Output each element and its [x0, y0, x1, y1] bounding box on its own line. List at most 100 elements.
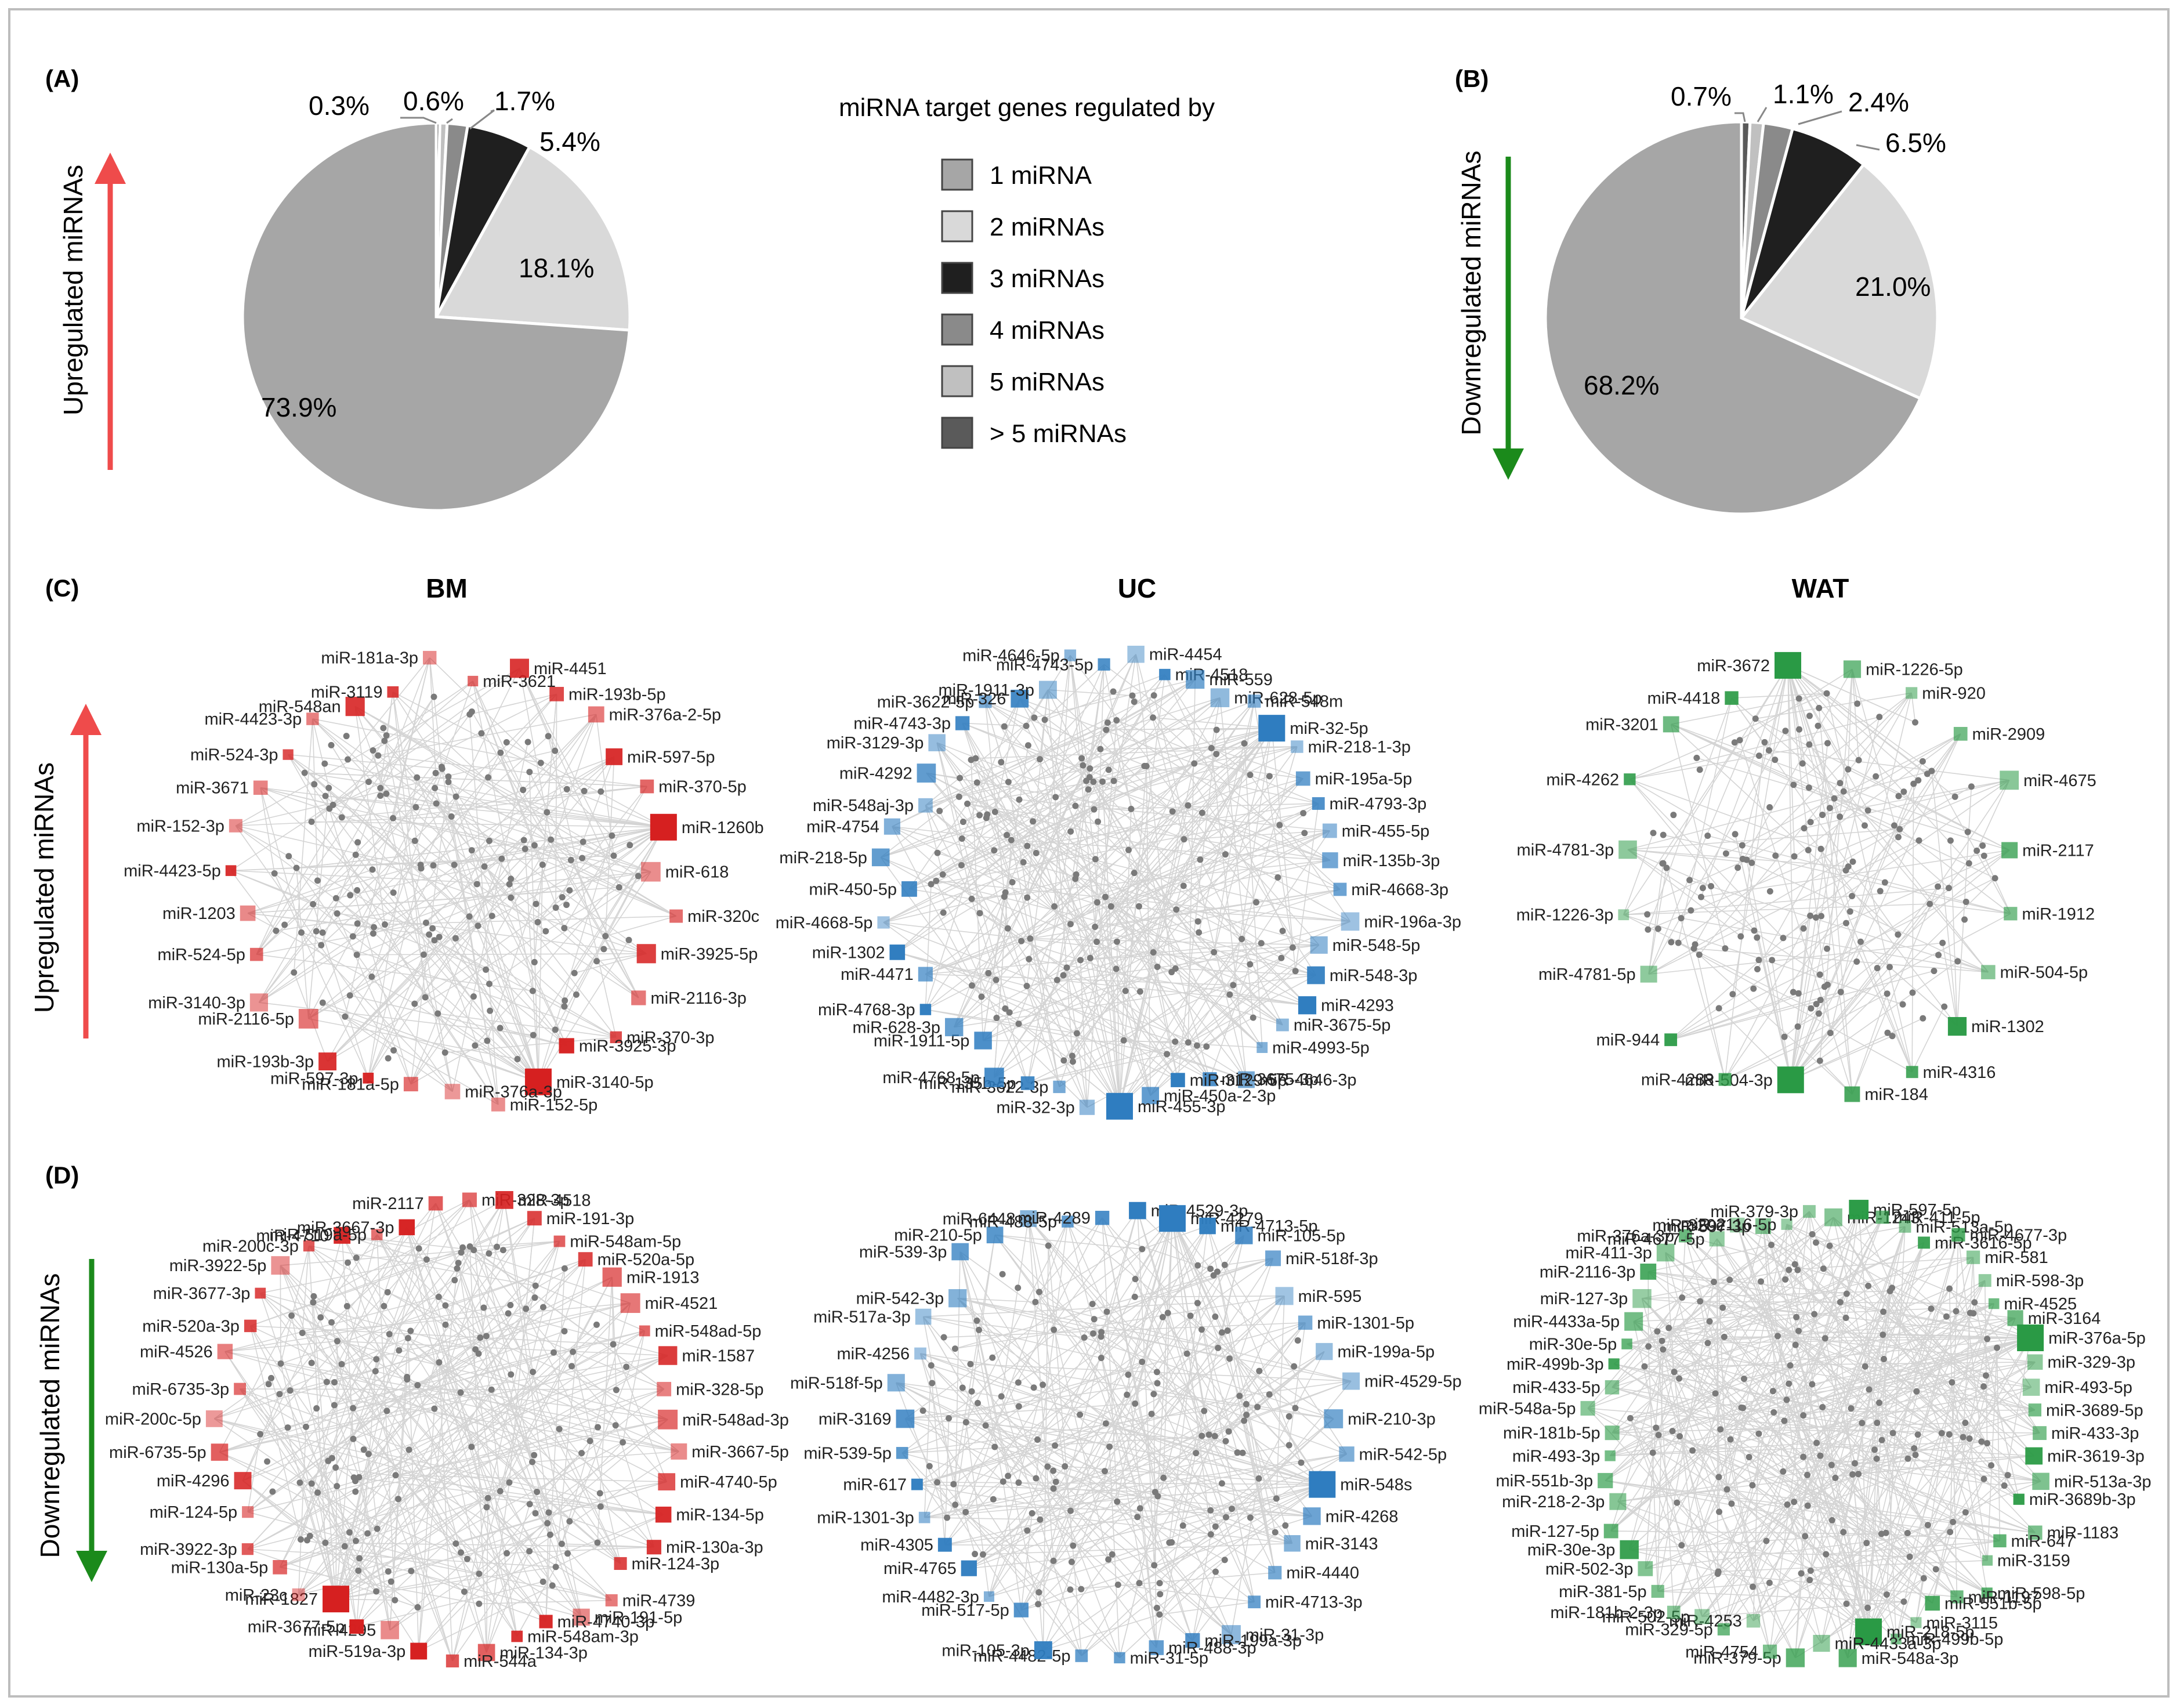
network-edge	[896, 1382, 1118, 1503]
network-edge	[461, 1240, 560, 1253]
mirna-node	[462, 1192, 477, 1207]
network-edge	[452, 1285, 536, 1662]
target-gene-node	[1837, 780, 1844, 787]
mirna-node	[363, 1072, 374, 1084]
network-edge	[1612, 1282, 1715, 1434]
network-edge	[300, 1234, 378, 1540]
target-gene-node	[1154, 963, 1161, 970]
network-edge	[1786, 1224, 1975, 1303]
network-edge	[925, 717, 1035, 806]
target-gene-node	[1716, 1508, 1723, 1515]
mirna-label: miR-381-5p	[1559, 1583, 1647, 1601]
network-edge	[1177, 729, 1217, 1080]
target-gene-node	[561, 1265, 568, 1272]
network-edge	[1627, 849, 1752, 863]
mirna-node	[1159, 668, 1171, 681]
mirna-node	[1730, 1217, 1745, 1233]
network-edge	[962, 723, 1013, 882]
target-gene-node	[1234, 1449, 1241, 1456]
mirna-node	[1849, 1200, 1869, 1220]
mirna-node	[1951, 1228, 1965, 1242]
mirna-node	[1034, 1641, 1052, 1659]
mirna-node	[446, 1654, 459, 1668]
network-edge	[984, 701, 1090, 778]
target-gene-node	[468, 708, 475, 715]
target-gene-node	[504, 1550, 510, 1557]
target-gene-node	[1663, 864, 1670, 871]
network-edge	[249, 1326, 357, 1541]
network-edge	[1629, 779, 1784, 939]
target-gene-node	[544, 1519, 551, 1526]
network-edge	[433, 827, 664, 866]
mirna-label: miR-193b-3p	[216, 1053, 314, 1072]
network-edge	[1250, 921, 1350, 965]
network-edge	[406, 1227, 480, 1574]
network-edge	[994, 1235, 1216, 1527]
network-edge	[335, 1351, 574, 1600]
network-edge	[553, 1352, 679, 1452]
target-gene-node	[1109, 1551, 1116, 1558]
network-edge	[925, 859, 1096, 975]
network-edge	[1048, 1245, 1193, 1641]
target-gene-node	[310, 1299, 317, 1306]
downregulated-label-b: Downregulated miRNAs	[1456, 151, 1486, 436]
mirna-label: miR-4668-3p	[1351, 881, 1448, 899]
network-edge	[448, 776, 539, 1082]
target-gene-node	[973, 779, 980, 786]
mirna-node	[1891, 1633, 1902, 1645]
target-gene-node	[1738, 1404, 1745, 1411]
network-edge	[1156, 1484, 1323, 1609]
network-edge	[1629, 1458, 1909, 1550]
target-gene-node	[939, 871, 946, 878]
target-gene-node	[1712, 1390, 1719, 1397]
target-gene-node	[457, 1389, 464, 1396]
network-edge	[342, 1235, 458, 1269]
target-gene-node	[556, 1425, 563, 1432]
network-edge	[1617, 1501, 1754, 1587]
network-edge	[985, 1425, 1292, 1544]
network-edge	[925, 1009, 1077, 1034]
network-edge	[1029, 958, 1308, 1006]
mirna-node	[1247, 694, 1261, 708]
mirna-label: miR-597-3p	[1663, 1218, 1751, 1236]
network-edge	[1102, 1217, 1203, 1330]
target-gene-node	[1018, 938, 1025, 945]
target-gene-node	[522, 845, 528, 852]
network-edge	[1210, 1418, 1334, 1535]
target-gene-node	[458, 1549, 465, 1556]
mirna-label: miR-3169	[819, 1410, 892, 1428]
network-edge	[1132, 695, 1341, 890]
mirna-label: miR-1827	[245, 1590, 318, 1609]
mirna-node	[403, 1077, 418, 1092]
network-edge	[962, 722, 1027, 727]
target-gene-node	[508, 894, 515, 901]
target-gene-node	[331, 1379, 338, 1386]
target-gene-node	[1962, 1420, 1969, 1427]
target-gene-node	[991, 847, 998, 854]
target-gene-node	[264, 1458, 271, 1465]
mirna-label: miR-3922-3p	[140, 1540, 237, 1559]
mirna-node	[1802, 1205, 1816, 1218]
network-edge	[1623, 903, 1930, 915]
network-edge	[1610, 1233, 1813, 1532]
target-gene-node	[1754, 934, 1761, 941]
target-gene-node	[594, 1539, 601, 1546]
mirna-label: miR-6735-3p	[132, 1380, 230, 1399]
network-edge	[1038, 1210, 1138, 1593]
network-upregulated-bm: miR-3621miR-4451miR-193b-5pmiR-376a-2-5p…	[124, 649, 764, 1114]
network-edge	[1001, 1218, 1029, 1397]
mirna-label: miR-519a-3p	[309, 1642, 406, 1661]
network-edge	[1070, 655, 1091, 777]
legend-swatch	[941, 365, 973, 397]
mirna-node	[1079, 1099, 1095, 1115]
target-gene-node	[296, 1479, 303, 1486]
target-gene-node	[1009, 879, 1016, 886]
target-gene-node	[1654, 925, 1661, 932]
target-gene-node	[353, 1254, 360, 1261]
network-edge	[1819, 849, 2010, 975]
target-gene-node	[1051, 1326, 1058, 1333]
mirna-node	[2001, 842, 2018, 859]
network-edge	[1229, 994, 1283, 1026]
mirna-label: miR-1226-3p	[1516, 906, 1614, 925]
mirna-label: miR-200c-3p	[202, 1237, 299, 1255]
